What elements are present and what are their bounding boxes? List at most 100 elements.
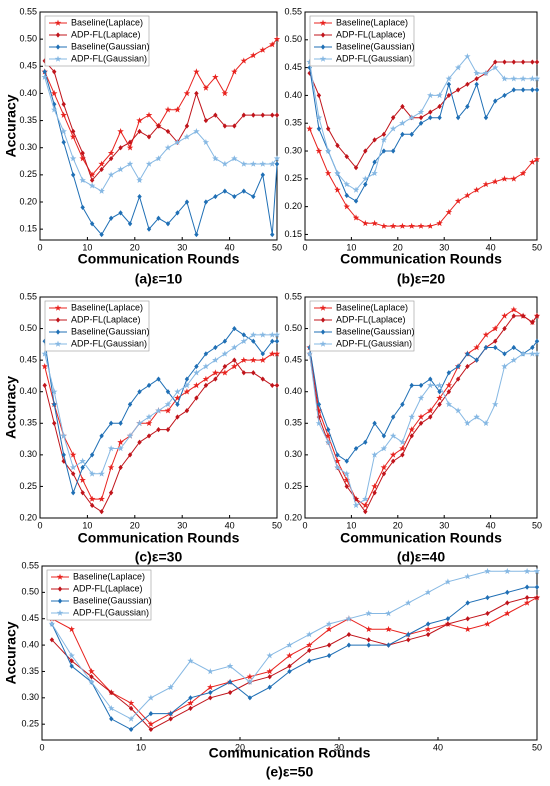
diamond-marker bbox=[287, 663, 292, 669]
diamond-marker bbox=[502, 325, 507, 332]
star-marker bbox=[504, 567, 511, 574]
star-marker bbox=[240, 337, 248, 344]
diamond-marker bbox=[363, 181, 368, 187]
diamond-marker bbox=[156, 427, 161, 433]
star-marker bbox=[60, 432, 67, 439]
diamond-marker bbox=[213, 376, 218, 382]
diamond-marker bbox=[406, 631, 411, 638]
plot-frame bbox=[39, 11, 278, 241]
star-marker bbox=[492, 64, 499, 71]
star-marker bbox=[464, 573, 471, 580]
star-marker bbox=[136, 419, 143, 426]
star-marker bbox=[88, 171, 96, 178]
series-line bbox=[309, 67, 537, 202]
star-marker bbox=[482, 69, 490, 76]
diamond-marker bbox=[137, 439, 142, 445]
legend-box bbox=[44, 300, 150, 352]
series-line bbox=[309, 340, 538, 462]
diamond-marker bbox=[493, 98, 498, 104]
star-marker bbox=[41, 73, 48, 80]
diamond-marker bbox=[372, 420, 377, 426]
star-marker bbox=[231, 155, 238, 162]
diamond-marker bbox=[127, 452, 133, 458]
diamond-marker bbox=[194, 363, 199, 370]
diamond-marker bbox=[232, 193, 237, 200]
diamond-marker bbox=[227, 679, 233, 685]
series-line bbox=[44, 71, 278, 237]
star-marker bbox=[319, 19, 327, 26]
star-marker bbox=[501, 75, 508, 82]
star-marker bbox=[69, 451, 77, 458]
x-tick-label: 40 bbox=[486, 520, 496, 530]
x-tick-label: 10 bbox=[346, 520, 356, 530]
y-tick-label: 0.55 bbox=[284, 6, 302, 16]
star-marker bbox=[202, 363, 210, 370]
y-tick-label: 0.50 bbox=[19, 323, 37, 333]
legend-box bbox=[44, 15, 150, 67]
diamond-marker bbox=[455, 376, 461, 382]
star-marker bbox=[325, 625, 333, 632]
diamond-marker bbox=[184, 408, 190, 414]
star-marker bbox=[240, 160, 248, 167]
star-marker bbox=[473, 344, 480, 351]
star-marker bbox=[41, 363, 48, 370]
diamond-marker bbox=[307, 647, 312, 653]
star-marker bbox=[269, 160, 276, 167]
diamond-marker bbox=[344, 153, 349, 160]
star-marker bbox=[533, 75, 541, 82]
diamond-marker bbox=[70, 128, 76, 135]
star-marker bbox=[68, 625, 75, 632]
diamond-marker bbox=[203, 351, 209, 357]
legend-label: ADP-FL(Laplace) bbox=[336, 314, 406, 324]
diamond-marker bbox=[437, 103, 442, 110]
diamond-marker bbox=[188, 705, 193, 711]
y-tick-label: 0.50 bbox=[21, 587, 39, 597]
y-tick-label: 0.50 bbox=[19, 34, 37, 44]
legend-label: Baseline(Laplace) bbox=[71, 17, 143, 27]
diamond-marker bbox=[326, 642, 332, 648]
x-tick-label: 20 bbox=[393, 242, 403, 252]
star-marker bbox=[164, 144, 172, 151]
y-tick-label: 0.25 bbox=[21, 719, 39, 729]
star-marker bbox=[207, 683, 214, 690]
series-line bbox=[309, 315, 538, 513]
star-marker bbox=[492, 178, 499, 185]
star-marker bbox=[269, 350, 276, 357]
star-marker bbox=[56, 609, 64, 616]
star-marker bbox=[117, 445, 124, 452]
x-tick-label: 0 bbox=[37, 242, 42, 252]
diamond-marker bbox=[474, 81, 479, 87]
star-marker bbox=[145, 419, 153, 426]
star-marker bbox=[79, 457, 86, 464]
diamond-marker bbox=[109, 689, 114, 696]
diamond-marker bbox=[390, 458, 396, 464]
diamond-marker bbox=[428, 109, 433, 115]
diamond-marker bbox=[274, 338, 280, 344]
diamond-marker bbox=[270, 382, 275, 388]
legend-label: Baseline(Laplace) bbox=[71, 302, 143, 312]
y-tick-label: 0.55 bbox=[19, 291, 37, 301]
x-axis-label: Communication Rounds bbox=[209, 745, 371, 761]
diamond-marker bbox=[52, 420, 57, 426]
diamond-marker bbox=[108, 420, 114, 426]
y-tick-label: 0.20 bbox=[284, 512, 302, 522]
diamond-marker bbox=[80, 464, 85, 471]
star-marker bbox=[88, 668, 95, 675]
diamond-marker bbox=[148, 711, 154, 717]
star-marker bbox=[56, 573, 64, 580]
star-marker bbox=[155, 155, 162, 162]
diamond-marker bbox=[381, 131, 387, 137]
diamond-marker bbox=[260, 351, 265, 357]
diamond-marker bbox=[353, 445, 359, 452]
diamond-marker bbox=[390, 148, 396, 154]
diamond-marker bbox=[455, 115, 461, 121]
series-line bbox=[44, 76, 278, 192]
legend-label: ADP-FL(Laplace) bbox=[73, 583, 143, 593]
y-tick-label: 0.55 bbox=[21, 560, 39, 570]
diamond-marker bbox=[69, 663, 74, 669]
x-tick-label: 0 bbox=[302, 242, 307, 252]
star-marker bbox=[362, 219, 369, 227]
x-axis-label: Communication Rounds bbox=[78, 251, 240, 267]
diamond-marker bbox=[534, 313, 540, 319]
star-marker bbox=[482, 331, 490, 338]
